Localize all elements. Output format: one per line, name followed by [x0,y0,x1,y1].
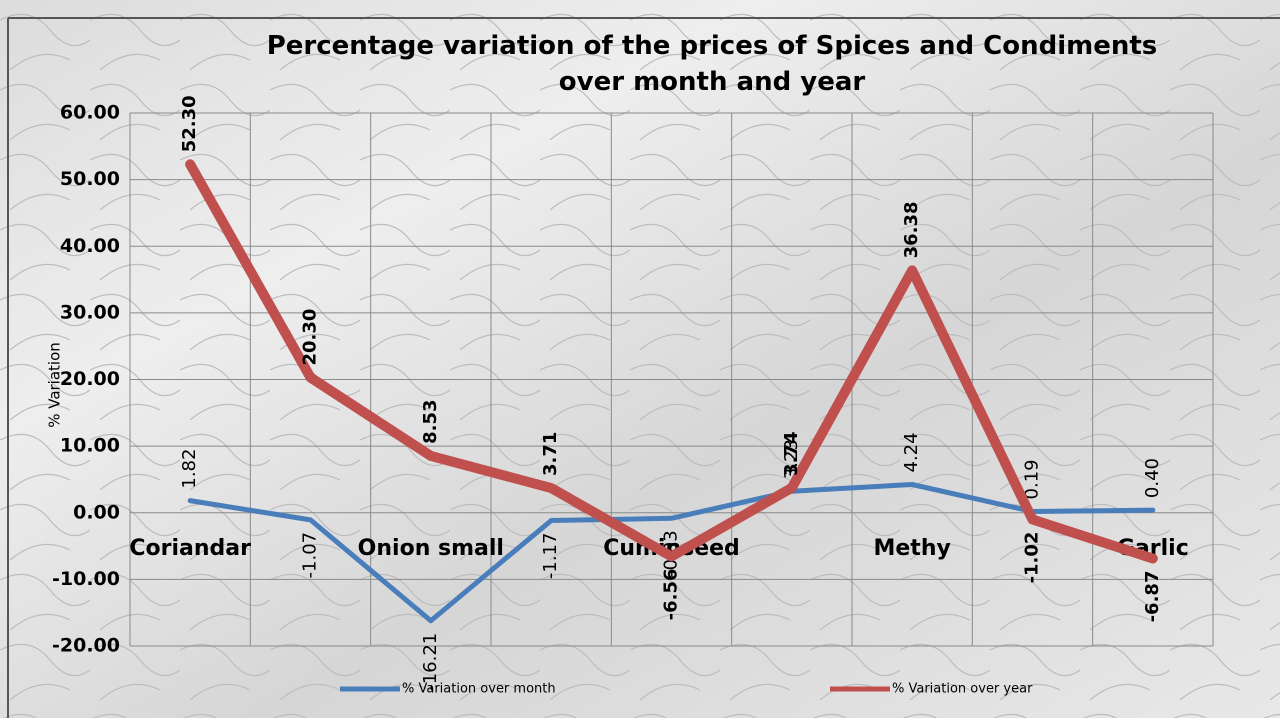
x-tick-label: Onion small [358,536,504,561]
y-tick-label: 0.00 [73,501,120,523]
y-tick-label: 10.00 [60,435,120,457]
series-line [185,159,1158,564]
data-label: -6.87 [1142,571,1163,623]
y-tick-label: -10.00 [52,568,120,590]
data-label: 3.74 [781,431,802,475]
y-axis-title: % Variation [46,342,64,428]
x-tick-label: Coriandar [129,536,251,561]
y-tick-label: 50.00 [60,168,120,190]
data-label: 1.82 [179,449,200,489]
legend-label: % Variation over year [892,682,1033,697]
data-label: 52.30 [179,95,200,152]
chart-title: Percentage variation of the prices of Sp… [267,31,1158,97]
data-label: 0.19 [1022,459,1043,499]
y-tick-label: -20.00 [52,635,120,657]
data-label: -16.21 [420,633,441,691]
data-label: -6.56 [661,568,682,620]
data-label: 8.53 [420,399,441,443]
y-tick-label: 60.00 [60,102,120,124]
y-tick-label: 40.00 [60,235,120,257]
data-label: 36.38 [901,201,922,258]
series-line [187,482,1156,624]
y-tick-label: 30.00 [60,301,120,323]
data-label: -1.02 [1022,532,1043,584]
data-label: -1.07 [300,532,321,579]
data-label: 4.24 [901,432,922,472]
data-label: 20.30 [300,309,321,366]
data-label: -1.17 [540,533,561,580]
legend-label: % Variation over month [402,682,556,697]
y-tick-label: 20.00 [60,368,120,390]
x-tick-label: Methy [873,536,950,561]
data-label: 3.71 [540,432,561,476]
data-label: 0.40 [1142,458,1163,498]
